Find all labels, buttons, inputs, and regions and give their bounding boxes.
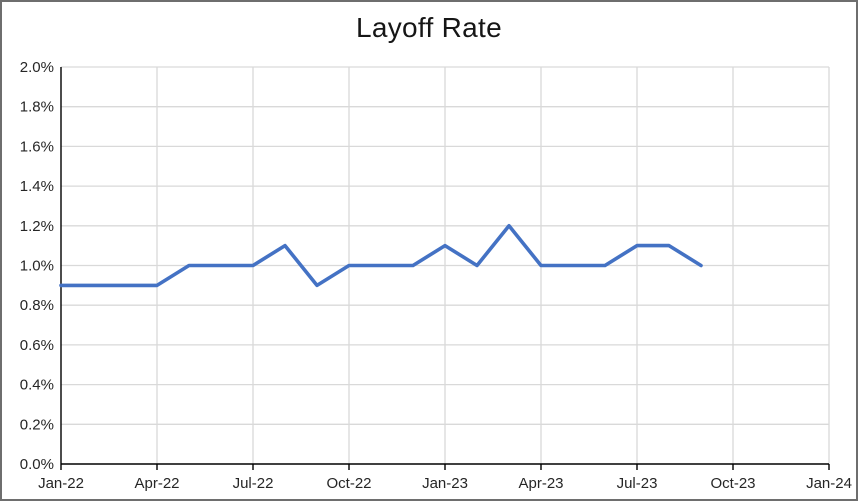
x-tick-label: Jan-22 [38, 475, 84, 492]
x-tick-label: Jan-23 [422, 475, 468, 492]
y-tick-label: 1.4% [20, 178, 54, 195]
x-tick-label: Oct-22 [326, 475, 371, 492]
x-tick-label: Apr-23 [518, 475, 563, 492]
y-tick-label: 0.4% [20, 377, 54, 394]
chart-title: Layoff Rate [356, 12, 502, 43]
series-layoff-rate [59, 224, 703, 288]
axes [60, 67, 830, 470]
y-tick-label: 0.6% [20, 337, 54, 354]
y-tick-label: 1.0% [20, 258, 54, 275]
x-tick-label: Apr-22 [134, 475, 179, 492]
layoff-rate-line [59, 224, 703, 288]
y-tick-label: 1.6% [20, 138, 54, 155]
y-tick-label: 2.0% [20, 59, 54, 76]
x-tick-label: Jul-23 [617, 475, 658, 492]
axis-labels: 0.0% 0.2% 0.4% 0.6% 0.8% 1.0% 1.2% 1.4% 1.6% 1.8%… [20, 59, 852, 492]
x-tick-label: Oct-23 [710, 475, 755, 492]
x-tick-label: Jul-22 [233, 475, 274, 492]
y-tick-label: 0.0% [20, 456, 54, 473]
x-tick-label: Jan-24 [806, 475, 852, 492]
y-tick-label: 0.8% [20, 297, 54, 314]
gridlines [61, 66, 830, 464]
y-tick-label: 1.2% [20, 218, 54, 235]
y-tick-label: 0.2% [20, 416, 54, 433]
y-tick-label: 1.8% [20, 99, 54, 116]
